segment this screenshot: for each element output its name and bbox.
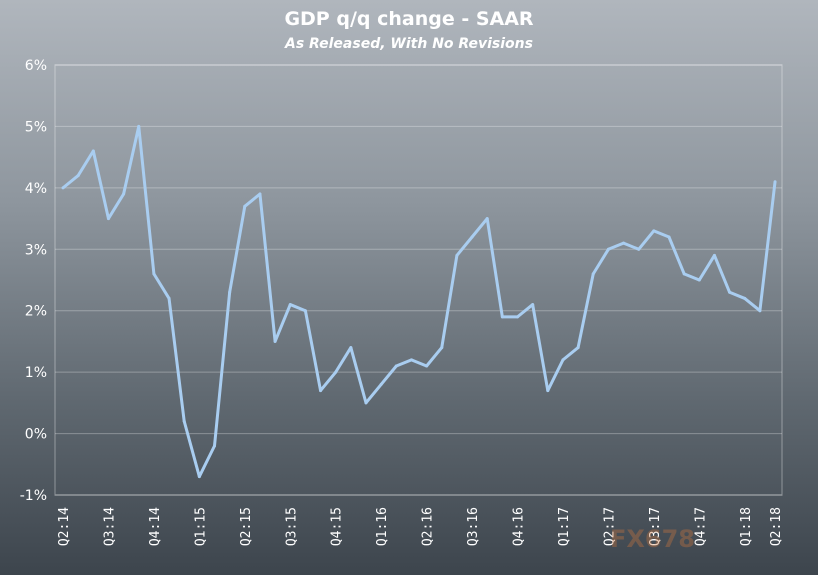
y-tick-label: 0% (25, 427, 47, 443)
data-point (379, 382, 383, 386)
data-point (516, 315, 519, 319)
data-point (576, 346, 580, 350)
data-point (591, 272, 595, 276)
data-point (122, 192, 126, 196)
series-line (62, 124, 777, 479)
x-tick-label: Q2:16 (421, 507, 436, 546)
data-point (197, 475, 201, 479)
y-tick-label: -1% (20, 488, 47, 504)
data-point (243, 204, 247, 208)
data-point (273, 339, 277, 343)
data-point (606, 247, 610, 251)
x-tick-label: Q2:15 (239, 507, 254, 546)
data-point (637, 247, 641, 251)
data-point (546, 389, 550, 393)
x-tick-label: Q3:16 (466, 507, 481, 546)
data-point (334, 370, 338, 374)
data-point (652, 229, 656, 233)
x-tick-label: Q4:16 (512, 507, 527, 546)
data-point (561, 358, 565, 362)
x-tick-label: Q2:14 (57, 507, 72, 546)
data-point (440, 346, 444, 350)
data-point (531, 303, 535, 307)
x-tick-label: Q4:17 (693, 507, 708, 546)
x-tick-label: Q4:15 (330, 507, 345, 546)
y-tick-label: 5% (25, 119, 47, 135)
data-point (409, 358, 413, 362)
data-point (303, 309, 307, 313)
data-point (152, 272, 156, 276)
data-point (697, 278, 701, 282)
x-tick-label: Q2:17 (602, 507, 617, 546)
data-point (743, 296, 747, 300)
data-point (258, 192, 262, 196)
watermark-logo: FX678 (610, 525, 695, 553)
y-tick-label: 4% (25, 181, 47, 197)
x-tick-label: Q1:18 (739, 507, 754, 546)
plot-area (54, 64, 783, 496)
data-point (773, 180, 777, 184)
chart-title: GDP q/q change - SAAR (284, 8, 534, 30)
data-point (106, 217, 110, 221)
x-tick-label: Q3:15 (284, 507, 299, 546)
x-tick-label: Q1:16 (375, 507, 390, 546)
y-tick-label: 3% (25, 242, 47, 258)
data-point (758, 309, 762, 313)
data-point (213, 444, 216, 448)
data-point (364, 401, 368, 405)
data-point (288, 303, 292, 307)
data-point (182, 419, 186, 423)
data-point (485, 217, 489, 221)
x-tick-label: Q4:14 (148, 507, 163, 546)
data-point (228, 290, 232, 294)
data-point (137, 124, 141, 128)
data-point (61, 186, 65, 190)
data-point (167, 296, 171, 300)
data-point (319, 389, 323, 393)
data-point (349, 346, 353, 350)
y-tick-label: 6% (25, 58, 47, 74)
data-point (425, 364, 429, 368)
x-tick-label: Q2:18 (769, 507, 784, 546)
y-tick-label: 1% (25, 365, 47, 381)
data-point (470, 235, 474, 239)
data-point (682, 272, 686, 276)
chart-subtitle: As Released, With No Revisions (285, 36, 533, 52)
data-point (76, 174, 80, 178)
x-tick-label: Q1:15 (193, 507, 208, 546)
data-point (455, 253, 459, 257)
data-point (712, 253, 716, 257)
x-tick-label: Q3:14 (102, 507, 117, 546)
data-point (667, 235, 671, 239)
data-point (91, 149, 95, 153)
data-point (728, 290, 732, 294)
x-tick-label: Q1:17 (557, 507, 572, 546)
data-point (500, 315, 504, 319)
data-point (394, 364, 398, 368)
data-point (622, 241, 626, 245)
x-tick-label: Q3:17 (648, 507, 663, 546)
y-tick-label: 2% (25, 304, 47, 320)
